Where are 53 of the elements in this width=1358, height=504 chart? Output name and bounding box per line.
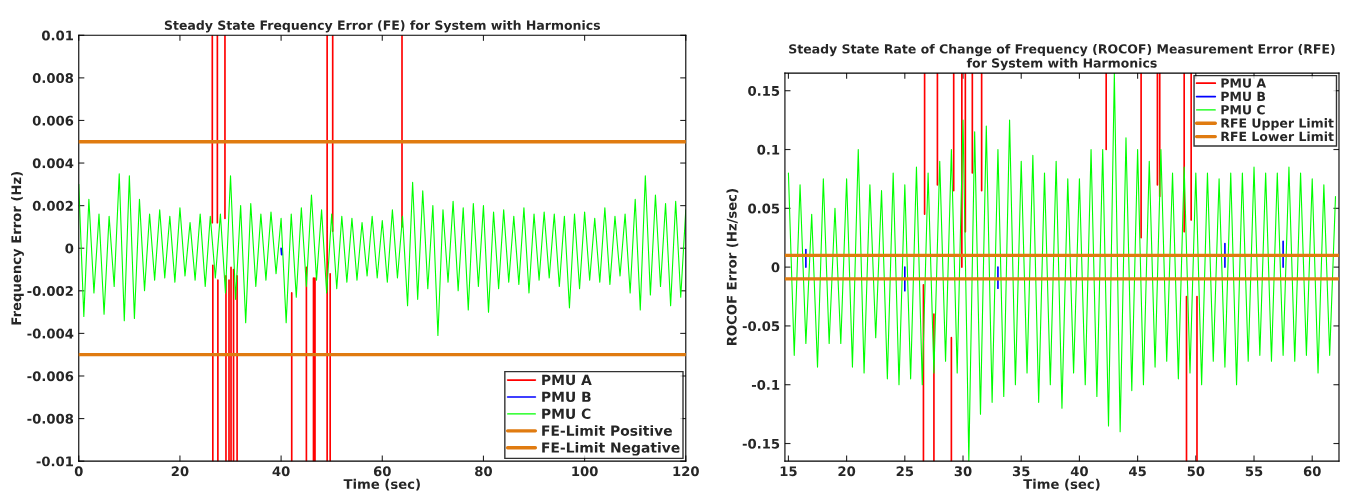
y-tick-label: 0.15 <box>748 85 780 96</box>
x-tick-label: 60 <box>1303 466 1321 477</box>
legend-label: PMU B <box>1221 91 1266 102</box>
x-axis-title: Time (sec) <box>1023 478 1100 491</box>
y-tick-label: -0.008 <box>27 413 74 424</box>
x-tick-label: 55 <box>1245 466 1263 477</box>
y-tick-label: -0.1 <box>751 379 780 390</box>
x-tick-label: 35 <box>1012 466 1030 477</box>
x-tick-label: 30 <box>954 466 972 477</box>
x-tick-label: 20 <box>171 466 189 477</box>
legend-label: PMU B <box>542 391 591 403</box>
y-tick-label: 0.008 <box>32 73 74 84</box>
y-tick-label: 0.004 <box>32 158 74 169</box>
x-tick-label: 20 <box>838 466 856 477</box>
x-tick-label: 60 <box>373 466 391 477</box>
y-tick-label: -0.006 <box>27 371 74 382</box>
y-tick-label: 0 <box>65 243 74 254</box>
legend-label: FE-Limit Positive <box>542 425 672 436</box>
y-tick-label: 0.002 <box>32 200 73 211</box>
y-tick-label: 0.01 <box>41 30 73 41</box>
legend-label: RFE Lower Limit <box>1221 131 1334 142</box>
x-tick-label: 40 <box>1070 466 1088 477</box>
chart-title: Steady State Rate of Change of Frequency (ROCOF) Measurement Error (RFE) for System with Harmonics <box>789 43 1335 71</box>
y-tick-label: 0 <box>771 262 780 273</box>
y-tick-label: 0.1 <box>757 144 780 155</box>
x-tick-label: 100 <box>572 466 598 477</box>
y-axis-title: Frequency Error (Hz) <box>11 171 24 325</box>
y-tick-label: 0.05 <box>748 203 780 214</box>
x-tick-label: 40 <box>272 466 290 477</box>
legend-label: PMU C <box>542 408 591 419</box>
legend-label: PMU C <box>1221 105 1265 115</box>
y-tick-label: 0.006 <box>32 115 74 126</box>
x-tick-label: 25 <box>896 466 914 477</box>
y-tick-label: -0.01 <box>36 456 73 467</box>
x-tick-label: 80 <box>475 466 492 477</box>
y-axis-title: ROCOF Error (Hz/sec) <box>726 189 739 346</box>
line-series <box>78 173 686 337</box>
x-tick-label: 120 <box>673 466 699 477</box>
y-tick-label: -0.15 <box>742 438 780 449</box>
chart-title: Steady State Frequency Error (FE) for System with Harmonics <box>164 20 600 33</box>
x-tick-label: 45 <box>1129 466 1146 477</box>
legend-label: RFE Upper Limit <box>1221 118 1334 131</box>
x-tick-label: 50 <box>1187 466 1205 477</box>
y-tick-label: -0.004 <box>27 328 74 339</box>
y-tick-label: -0.05 <box>742 321 780 332</box>
legend-label: PMU A <box>542 374 592 386</box>
legend-label: FE-Limit Negative <box>542 442 680 456</box>
x-tick-label: 15 <box>780 466 797 477</box>
y-tick-label: -0.002 <box>27 286 73 297</box>
x-tick-label: 0 <box>74 466 83 477</box>
x-axis-title: Time (sec) <box>343 478 420 491</box>
legend-label: PMU A <box>1221 78 1267 88</box>
line-series <box>787 73 1337 462</box>
